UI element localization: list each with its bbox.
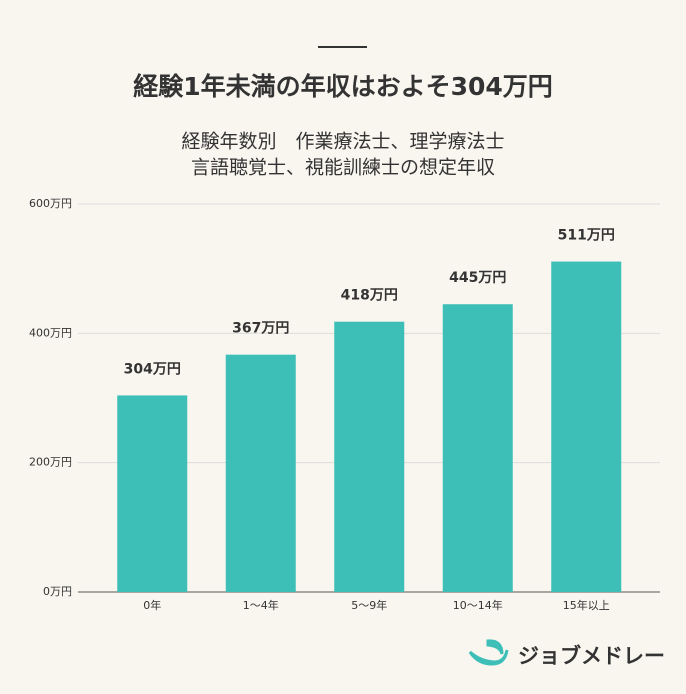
y-tick-label: 400万円	[29, 326, 72, 339]
y-tick-label: 600万円	[29, 197, 72, 210]
chart-title: 経験1年未満の年収はおよそ304万円	[133, 72, 553, 101]
logo-icon	[468, 639, 509, 666]
logo: ジョブメドレー	[468, 639, 665, 668]
chart-subtitle: 言語聴覚士、視能訓練士の想定年収	[191, 157, 495, 179]
bar	[442, 304, 513, 592]
value-label: 304万円	[124, 361, 181, 377]
value-label: 445万円	[449, 270, 506, 286]
value-label: 511万円	[558, 228, 615, 244]
y-tick-label: 200万円	[29, 456, 72, 469]
x-tick-label: 10〜14年	[453, 598, 503, 612]
bar	[334, 321, 405, 592]
x-tick-label: 15年以上	[563, 598, 610, 612]
bar	[551, 261, 622, 592]
bar	[117, 395, 188, 592]
y-tick-label: 0万円	[43, 585, 72, 598]
value-label: 367万円	[232, 321, 289, 337]
chart-subtitle: 経験年数別 作業療法士、理学療法士	[181, 131, 504, 153]
bar	[225, 354, 296, 592]
x-tick-label: 5〜9年	[351, 598, 387, 612]
value-label: 418万円	[341, 288, 398, 304]
logo-text: ジョブメドレー	[518, 644, 665, 668]
x-tick-label: 0年	[143, 598, 161, 612]
x-tick-label: 1〜4年	[243, 598, 279, 612]
